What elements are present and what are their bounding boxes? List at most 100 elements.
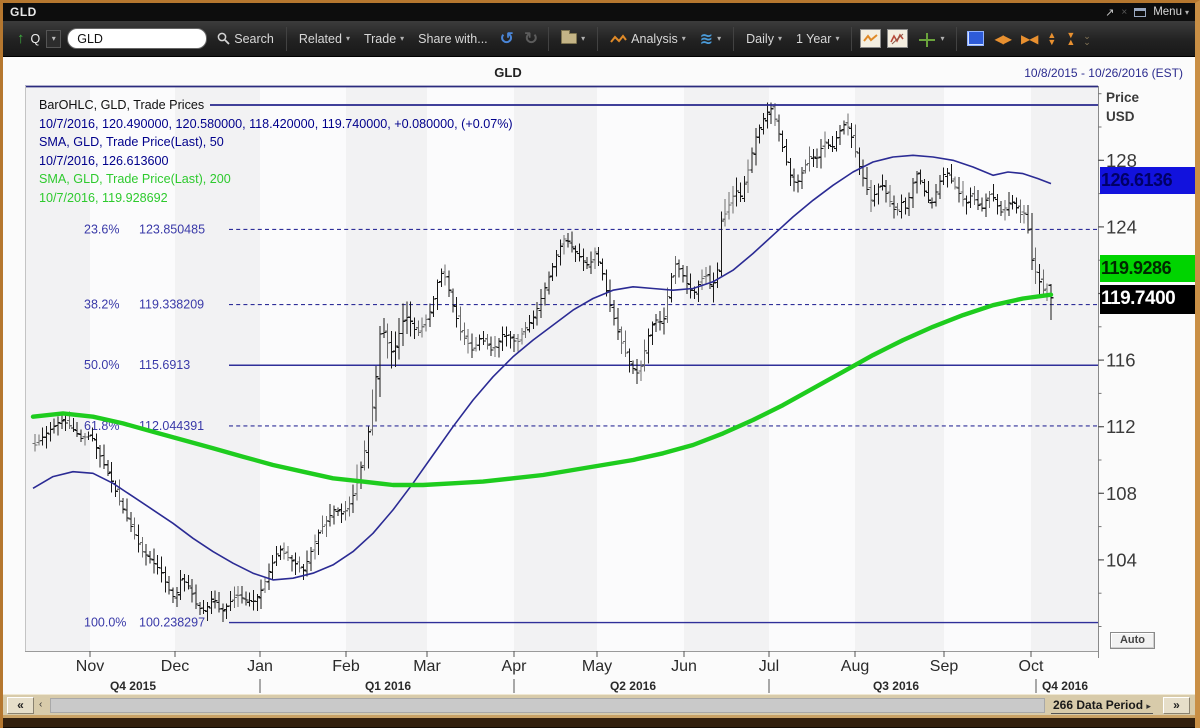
time-compress-button[interactable]: ▼ ▲ [1064, 29, 1077, 47]
analysis-menu[interactable]: Analysis ▾ [606, 30, 690, 48]
menu-label: Menu [1153, 6, 1182, 18]
fibonacci-levels [229, 228, 1098, 624]
blue-window-icon [967, 31, 985, 46]
price-tick-label: 116 [1106, 350, 1136, 371]
scroll-far-right-button[interactable]: » [1163, 697, 1190, 714]
time-axis [89, 651, 1037, 693]
quarter-label: Q2 2016 [610, 679, 656, 693]
expand-horizontal-button[interactable]: ◀▶ [992, 31, 1012, 47]
expand-vertical-icon: ▲ ▼ [1047, 29, 1057, 47]
data-period-selector[interactable]: 266 Data Period ▸ [1051, 698, 1153, 714]
line-style-icon [863, 34, 879, 42]
expand-vertical-button[interactable]: ▲ ▼ [1045, 29, 1058, 47]
plot-borders [25, 85, 1099, 658]
search-button[interactable]: Search [213, 30, 278, 48]
menu-caret-icon: ▾ [1184, 7, 1189, 17]
month-label: Aug [841, 658, 869, 675]
legend-sma50-series: SMA, GLD, Trade Price(Last), 50 [39, 135, 224, 150]
scroll-left-icon[interactable]: ‹ [39, 699, 43, 710]
range-caret-icon: ▾ [835, 34, 840, 43]
toolbar: ↑ Q ▾ Search Related ▾ Trade ▾ Share wit… [3, 21, 1195, 57]
window-icon[interactable] [1134, 7, 1147, 17]
hourglass-icon: ▼ ▲ [1066, 29, 1076, 47]
month-label: Oct [1019, 658, 1044, 675]
scrollbar-track[interactable] [50, 698, 1045, 713]
month-label: Jul [759, 658, 779, 675]
quarter-label: Q3 2016 [873, 679, 919, 693]
popout-arrow-icon[interactable]: ↗ [1105, 6, 1115, 19]
bar-style-icon [890, 32, 905, 44]
trade-menu[interactable]: Trade ▾ [360, 30, 408, 48]
fib-pct-label: 50.0% [84, 358, 119, 372]
waves-icon: ≋ [699, 30, 714, 48]
month-label: May [582, 658, 612, 675]
related-label: Related [298, 31, 342, 46]
pin-icon[interactable]: × [1121, 6, 1128, 18]
chart-style-bar-button[interactable] [887, 29, 909, 48]
month-label: Mar [413, 658, 441, 675]
fib-value-label: 119.338209 [139, 298, 204, 312]
related-caret-icon: ▾ [345, 34, 350, 43]
chart-date-range: 10/8/2015 - 10/26/2016 (EST) [1024, 66, 1183, 80]
drawing-level-button[interactable]: ▾ [914, 28, 948, 50]
sma200-price-badge: 119.9286 [1100, 254, 1195, 282]
interval-caret-icon: ▾ [777, 34, 782, 43]
interval-label: Daily [746, 31, 774, 46]
price-tick-label: 108 [1106, 483, 1137, 504]
share-with-button[interactable]: Share with... [414, 30, 491, 48]
range-label: 1 Year [795, 31, 832, 46]
search-icon [217, 32, 230, 45]
open-workspace-button[interactable]: ▾ [557, 30, 589, 46]
last-price-badge: 119.7400 [1100, 284, 1195, 314]
related-menu[interactable]: Related ▾ [295, 30, 354, 48]
chart-legend: BarOHLC, GLD, Trade Prices 10/7/2016, 12… [39, 96, 513, 208]
price-tick-label: 112 [1106, 416, 1136, 437]
toolbar-separator [548, 26, 550, 51]
month-label: Nov [76, 658, 104, 675]
auto-scale-button[interactable]: Auto [1110, 632, 1155, 649]
fib-value-label: 100.238297 [139, 616, 205, 630]
ohlc-bars [32, 102, 1054, 623]
quote-label: Q [30, 31, 41, 46]
folder-icon [561, 30, 578, 44]
collapse-horizontal-icon: ▶◀ [1020, 31, 1038, 46]
price-axis-title-line2: USD [1106, 109, 1135, 124]
month-label: Jun [671, 658, 697, 675]
undo-icon: ↺ [499, 28, 514, 48]
analysis-caret-icon: ▾ [681, 34, 686, 43]
legend-sma200-series: SMA, GLD, Trade Price(Last), 200 [39, 172, 231, 187]
legend-sma50-value: 10/7/2016, 126.613600 [39, 153, 169, 168]
toolbar-separator [956, 26, 958, 51]
drawing-caret-icon: ▾ [940, 34, 945, 43]
sma50-line [32, 154, 1052, 581]
price-chart-canvas[interactable]: 23.6% 123.850485 38.2% 119.338209 50.0% 115.6… [3, 3, 1200, 728]
sma200-line [30, 292, 1054, 488]
toolbar-separator [733, 26, 735, 51]
share-with-label: Share with... [418, 31, 488, 46]
menu-button[interactable]: Menu ▾ [1153, 6, 1189, 18]
collapse-horizontal-button[interactable]: ▶◀ [1019, 31, 1039, 47]
trade-caret-icon: ▾ [400, 34, 405, 43]
symbol-input[interactable] [67, 28, 208, 49]
analysis-zigzag-icon [610, 34, 627, 43]
scroll-far-left-button[interactable]: « [7, 697, 34, 714]
interval-menu[interactable]: Daily ▾ [742, 30, 786, 48]
range-menu[interactable]: 1 Year ▾ [792, 30, 843, 48]
new-window-button[interactable] [965, 30, 986, 47]
legend-ohlc-series: BarOHLC, GLD, Trade Prices [39, 98, 205, 112]
redo-icon: ↻ [523, 28, 539, 48]
indicators-caret-icon: ▾ [717, 34, 722, 43]
search-label: Search [234, 31, 274, 46]
month-label: Apr [502, 658, 528, 675]
chart-style-line-button[interactable] [860, 29, 882, 48]
collapse-toolbar-icon[interactable]: ⌄ ⌄ [1083, 30, 1091, 47]
fib-pct-label: 23.6% [84, 222, 119, 236]
indicators-menu[interactable]: ≋ ▾ [696, 27, 725, 51]
redo-button[interactable]: ↻ [522, 28, 540, 50]
symbol-type-dropdown[interactable]: ▾ [46, 29, 62, 48]
fib-pct-label: 38.2% [84, 298, 119, 312]
data-period-label: 266 Data Period [1053, 698, 1144, 712]
undo-button[interactable]: ↺ [498, 28, 516, 50]
quarter-label: Q4 2016 [1042, 679, 1088, 693]
toolbar-separator [285, 26, 287, 51]
